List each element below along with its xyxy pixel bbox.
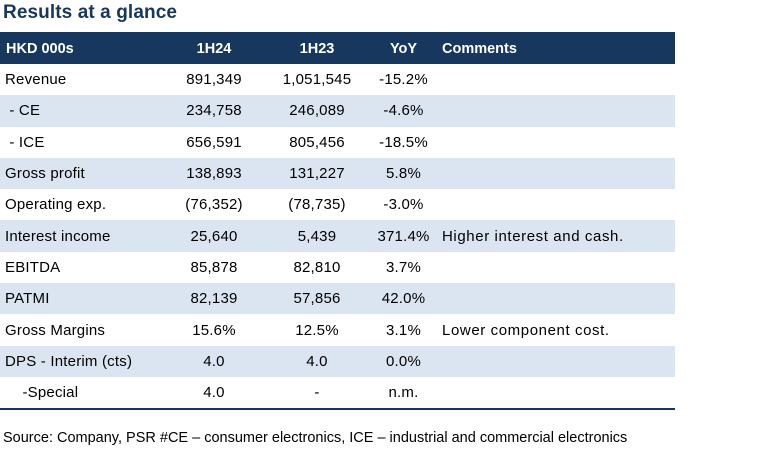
cell-yoy: -4.6% <box>371 95 436 127</box>
cell-1h24: 4.0 <box>165 376 263 411</box>
cell-yoy: -18.5% <box>379 133 428 151</box>
cell-yoy: 42.0% <box>371 283 436 315</box>
cell-1h23: (78,735) <box>288 196 346 214</box>
table-row: Gross profit 138,893 131,227 5.8% <box>0 157 675 190</box>
table-row: Operating exp. (76,352) (78,735) -3.0% <box>0 189 675 220</box>
table-row: EBITDA 85,878 82,810 3.7% <box>0 252 675 283</box>
cell-comment <box>436 189 675 220</box>
source-note: Source: Company, PSR #CE – consumer elec… <box>3 430 628 446</box>
cell-1h24: 234,758 <box>165 95 263 127</box>
table-row: Revenue 891,349 1,051,545 -15.2% <box>0 64 675 95</box>
table-row: - CE 234,758 246,089 -4.6% <box>0 95 675 127</box>
cell-comment: Lower component cost. <box>442 321 610 339</box>
cell-1h23: 57,856 <box>263 283 371 315</box>
cell-yoy: 3.7% <box>386 258 421 276</box>
column-header-comments: Comments <box>436 32 675 64</box>
cell-yoy: n.m. <box>371 376 436 411</box>
row-label: Interest income <box>0 220 165 252</box>
column-header-label: HKD 000s <box>0 32 165 64</box>
cell-comment <box>436 64 675 95</box>
table-row: - ICE 656,591 805,456 -18.5% <box>0 127 675 158</box>
table-row: -Special 4.0 - n.m. <box>0 376 675 411</box>
cell-yoy: -3.0% <box>383 196 424 214</box>
cell-1h23: 4.0 <box>263 345 371 377</box>
column-header-yoy: YoY <box>371 32 436 64</box>
cell-1h23: 82,810 <box>293 258 341 276</box>
cell-1h24: 4.0 <box>165 345 263 377</box>
cell-comment <box>436 157 675 190</box>
row-label: EBITDA <box>5 258 61 276</box>
table-row: Interest income 25,640 5,439 371.4% High… <box>0 220 675 252</box>
cell-yoy: 3.1% <box>386 321 421 339</box>
row-label: Gross Margins <box>5 321 106 339</box>
cell-comment <box>436 283 675 315</box>
table-row: PATMI 82,139 57,856 42.0% <box>0 283 675 315</box>
cell-comment <box>436 345 675 377</box>
cell-1h24: 85,878 <box>190 258 238 276</box>
cell-1h23: - <box>263 376 371 411</box>
cell-comment <box>436 252 675 283</box>
row-label: DPS - Interim (cts) <box>0 345 165 377</box>
cell-1h23: 5,439 <box>263 220 371 252</box>
cell-yoy: -15.2% <box>379 71 428 89</box>
page-title: Results at a glance <box>3 2 178 23</box>
table-row: Gross Margins 15.6% 12.5% 3.1% Lower com… <box>0 314 675 345</box>
cell-comment <box>436 95 675 127</box>
cell-1h23: 12.5% <box>295 321 339 339</box>
row-label: -Special <box>0 376 165 411</box>
cell-1h24: 82,139 <box>165 283 263 315</box>
row-label: Operating exp. <box>5 196 107 214</box>
column-header-1h24: 1H24 <box>165 32 263 64</box>
row-label: - CE <box>0 95 165 127</box>
cell-yoy: 0.0% <box>371 345 436 377</box>
table-row: DPS - Interim (cts) 4.0 4.0 0.0% <box>0 345 675 377</box>
row-label: - ICE <box>5 133 45 151</box>
cell-comment <box>436 127 675 158</box>
cell-1h24: 15.6% <box>192 321 236 339</box>
column-header-1h23: 1H23 <box>263 32 371 64</box>
cell-1h23: 805,456 <box>289 133 345 151</box>
cell-1h24: 138,893 <box>165 157 263 190</box>
cell-1h23: 131,227 <box>263 157 371 190</box>
cell-comment: Higher interest and cash. <box>436 220 675 252</box>
row-label: PATMI <box>0 283 165 315</box>
results-table: HKD 000s 1H24 1H23 YoY Comments Revenue … <box>0 32 675 411</box>
cell-yoy: 5.8% <box>371 157 436 190</box>
cell-1h23: 1,051,545 <box>282 71 352 89</box>
cell-1h24: 891,349 <box>186 71 242 89</box>
row-label: Gross profit <box>0 157 165 190</box>
cell-yoy: 371.4% <box>371 220 436 252</box>
cell-comment <box>436 376 675 411</box>
cell-1h24: 656,591 <box>186 133 242 151</box>
cell-1h24: (76,352) <box>185 196 243 214</box>
cell-1h23: 246,089 <box>263 95 371 127</box>
cell-1h24: 25,640 <box>165 220 263 252</box>
table-header-row: HKD 000s 1H24 1H23 YoY Comments <box>0 32 675 64</box>
row-label: Revenue <box>5 71 67 89</box>
